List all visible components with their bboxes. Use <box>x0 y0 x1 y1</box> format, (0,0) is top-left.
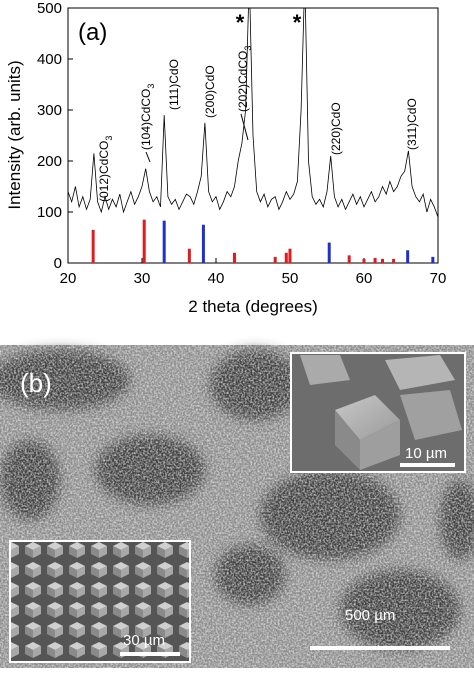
x-tick-label: 60 <box>356 270 373 287</box>
peak-label: (220)CdO <box>329 102 343 155</box>
x-tick-label: 50 <box>282 270 299 287</box>
peak-marker: * <box>236 10 245 35</box>
x-tick-label: 40 <box>208 270 225 287</box>
y-axis-label: Intensity (arb. units) <box>5 60 24 209</box>
peak-label: (012)CdCO3 <box>97 136 114 202</box>
x-tick-label: 20 <box>60 270 77 287</box>
inset-bottom <box>9 540 191 663</box>
y-tick-label: 400 <box>37 51 62 68</box>
peak-label-part: (202) <box>236 84 250 112</box>
peak-label: (104)CdCO3 <box>139 84 156 150</box>
peak-label: (200)CdO <box>203 65 217 118</box>
peak-label-part: (104) <box>139 122 153 150</box>
peak-marker: * <box>293 10 302 35</box>
peak-label-part: (111) <box>167 84 181 110</box>
peak-label-part: CdO <box>203 65 217 90</box>
y-tick-label: 200 <box>37 153 62 170</box>
x-axis-label: 2 theta (degrees) <box>188 297 317 316</box>
peak-label-part: CdCO <box>236 51 250 84</box>
x-tick-label: 70 <box>430 270 447 287</box>
peak-label: (202)CdCO3 <box>236 46 253 112</box>
y-tick-label: 500 <box>37 0 62 17</box>
peak-label-part: 3 <box>243 46 253 51</box>
plot-frame <box>67 7 439 264</box>
peak-label-part: CdO <box>405 98 419 123</box>
peak-label: (311)CdO <box>405 98 419 150</box>
leader-line <box>240 113 249 141</box>
peak-label-part: CdO <box>329 102 343 127</box>
peak-label-part: (311) <box>405 123 419 150</box>
peak-label-part: CdO <box>167 59 181 84</box>
peak-label-part: CdCO <box>139 89 153 122</box>
peak-label-part: (220) <box>329 127 343 155</box>
plot-area <box>68 8 438 263</box>
panel-label: (b) <box>20 368 52 398</box>
leader-line <box>145 151 151 163</box>
x-tick-label: 30 <box>134 270 151 287</box>
y-tick-label: 300 <box>37 102 62 119</box>
y-tick-label: 100 <box>37 204 62 221</box>
peak-label-part: (012) <box>97 174 111 202</box>
inset-top <box>290 352 466 473</box>
scale-label: 30 µm <box>123 632 165 649</box>
peak-label-part: CdCO <box>97 141 111 174</box>
scale-label: 500 µm <box>345 607 395 624</box>
scale-label: 10 µm <box>405 445 447 462</box>
panel-label: (a) <box>78 19 107 46</box>
peak-label-part: (200) <box>203 90 217 118</box>
peak-label: (111)CdO <box>167 59 181 110</box>
peak-label-part: 3 <box>104 136 114 141</box>
y-tick-label: 0 <box>54 255 62 272</box>
xrd-pattern <box>68 8 438 218</box>
peak-label-part: 3 <box>146 84 156 89</box>
